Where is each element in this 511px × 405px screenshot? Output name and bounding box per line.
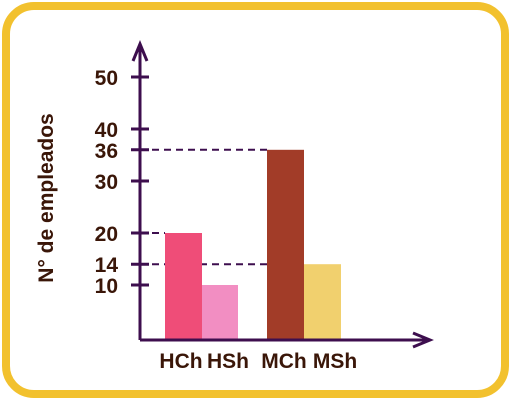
x-tick-label-hsh: HSh <box>207 350 249 373</box>
bar-mch <box>267 149 304 340</box>
bar-hsh <box>202 285 238 340</box>
x-tick-label-msh: MSh <box>313 350 357 373</box>
y-tick-label-40: 40 <box>95 119 118 142</box>
y-axis-label: N° de empleados <box>35 113 58 282</box>
y-axis-arrow <box>131 40 149 62</box>
bar-msh <box>304 264 341 340</box>
y-tick-label-30: 30 <box>95 171 118 194</box>
axes <box>131 40 434 349</box>
x-axis-arrow <box>412 331 434 349</box>
y-tick-label-10: 10 <box>95 275 118 298</box>
bars-group <box>165 149 341 340</box>
x-tick-label-mch: MCh <box>261 350 307 373</box>
bar-hch <box>165 233 202 340</box>
y-tick-label-50: 50 <box>95 67 118 90</box>
chart-frame <box>2 2 509 398</box>
x-tick-labels: HCh HSh MCh MSh <box>159 350 357 373</box>
y-tick-label-14: 14 <box>95 254 119 277</box>
y-tick-label-20: 20 <box>95 223 118 246</box>
y-tick-label-36: 36 <box>95 140 118 163</box>
x-tick-label-hch: HCh <box>159 350 202 373</box>
